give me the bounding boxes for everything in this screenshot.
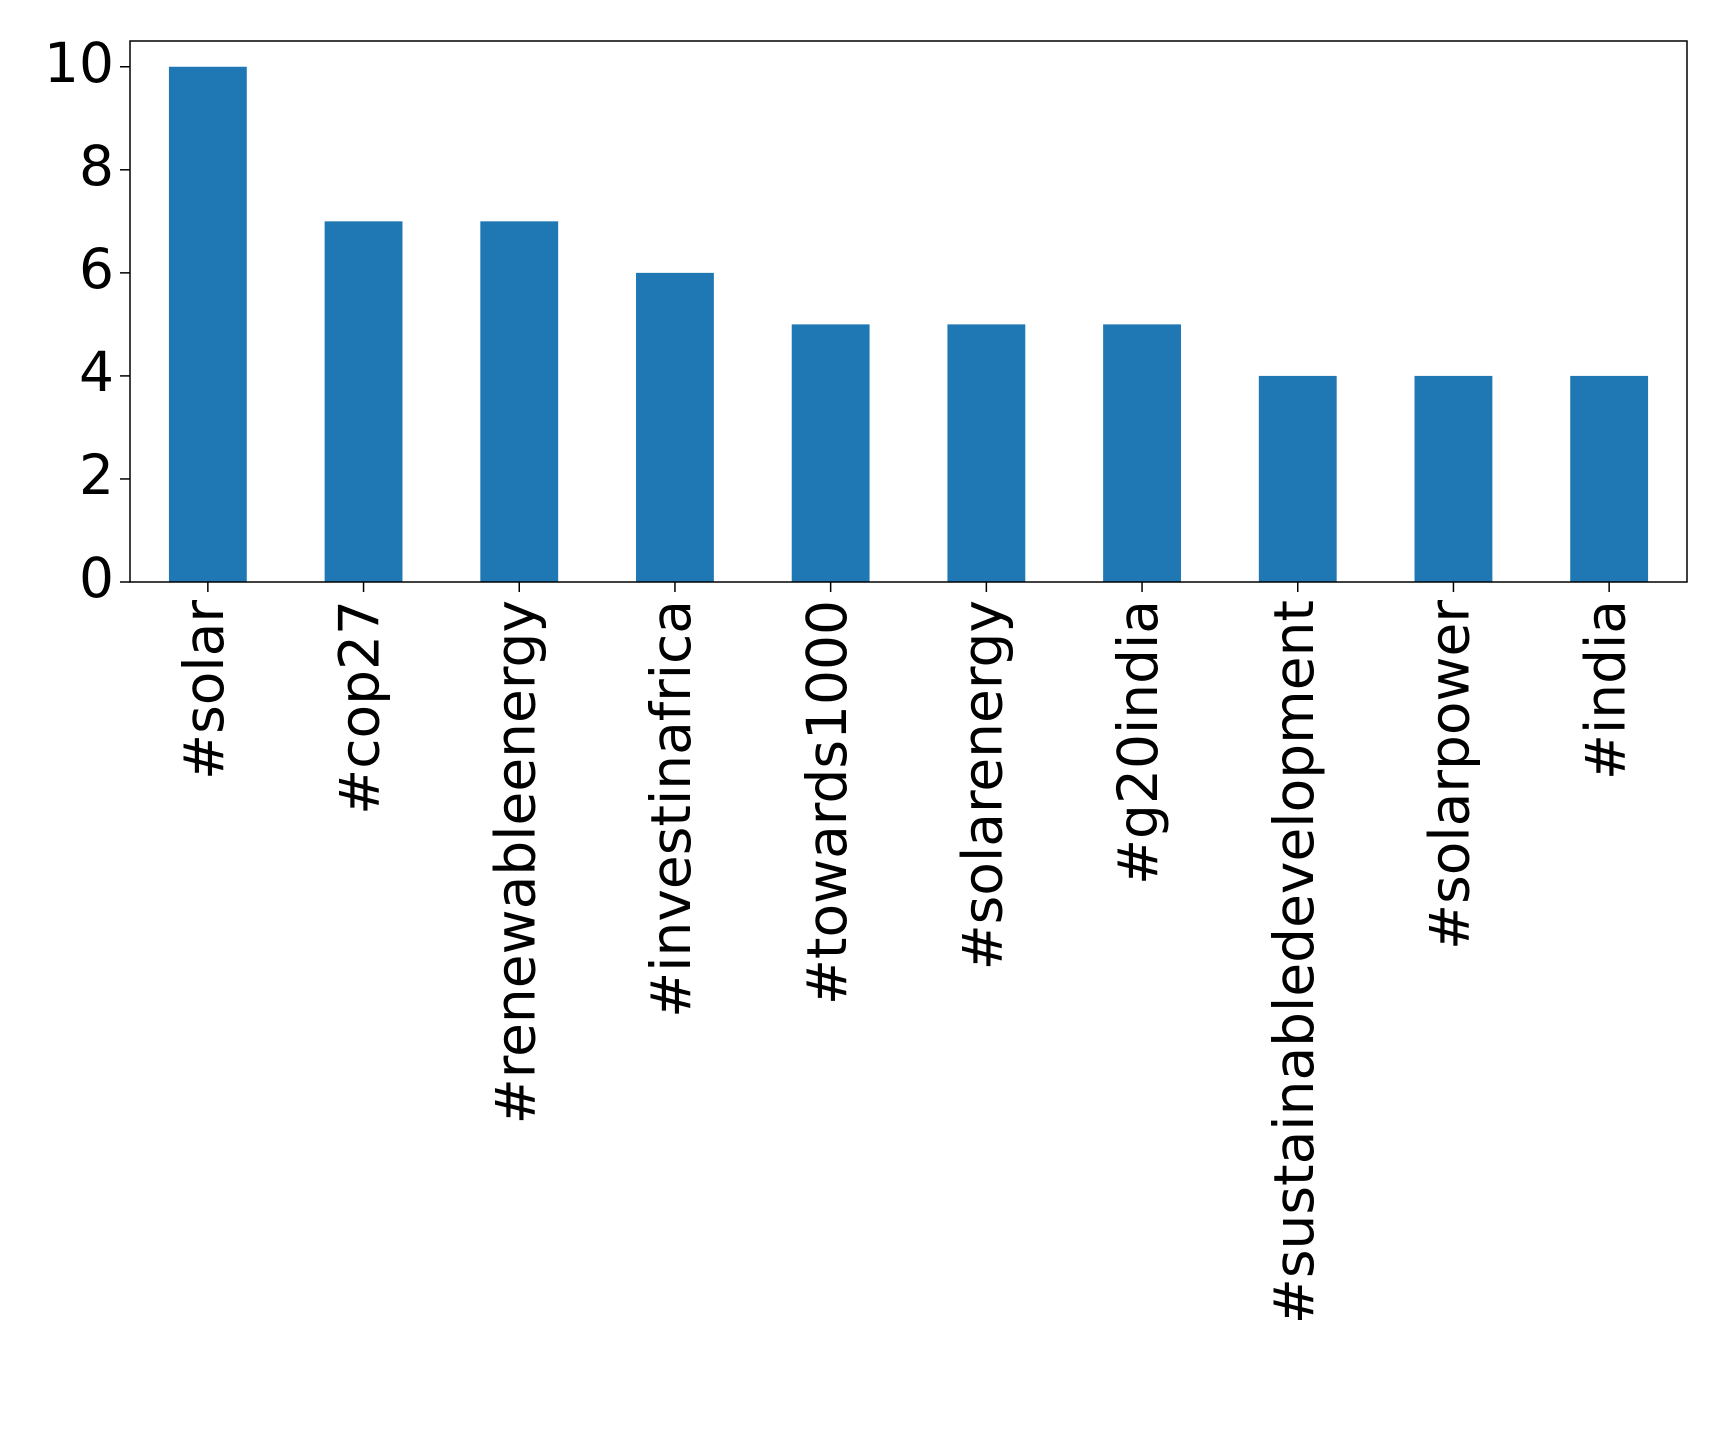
y-tick-label: 8 <box>79 134 114 198</box>
y-tick-label: 2 <box>79 443 114 507</box>
x-tick-label: #sustainabledevelopment <box>1262 600 1326 1324</box>
bar <box>1570 375 1649 582</box>
bar <box>1414 375 1493 582</box>
x-tick-label: #solarenergy <box>950 600 1014 970</box>
x-tick-label: #towards1000 <box>795 600 859 1005</box>
x-tick-label: #solarpower <box>1418 600 1482 950</box>
bar <box>168 66 247 582</box>
y-tick-label: 10 <box>44 31 114 95</box>
x-tick-label: #investinafrica <box>639 600 703 1018</box>
x-tick-label: #cop27 <box>328 600 392 815</box>
bar <box>480 221 559 583</box>
y-tick-label: 4 <box>79 340 114 404</box>
y-tick-label: 0 <box>79 546 114 610</box>
bar <box>1258 375 1337 582</box>
x-tick-label: #india <box>1573 600 1637 780</box>
bar <box>324 221 403 583</box>
bar <box>636 272 714 582</box>
x-tick-label: #g20india <box>1106 600 1170 885</box>
plot-frame <box>129 40 1688 583</box>
bar <box>947 324 1026 582</box>
x-tick-label: #renewableenergy <box>483 600 547 1124</box>
y-tick-label: 6 <box>79 237 114 301</box>
bar <box>1103 324 1181 582</box>
x-tick-label: #solar <box>172 600 236 780</box>
bar <box>791 324 870 582</box>
